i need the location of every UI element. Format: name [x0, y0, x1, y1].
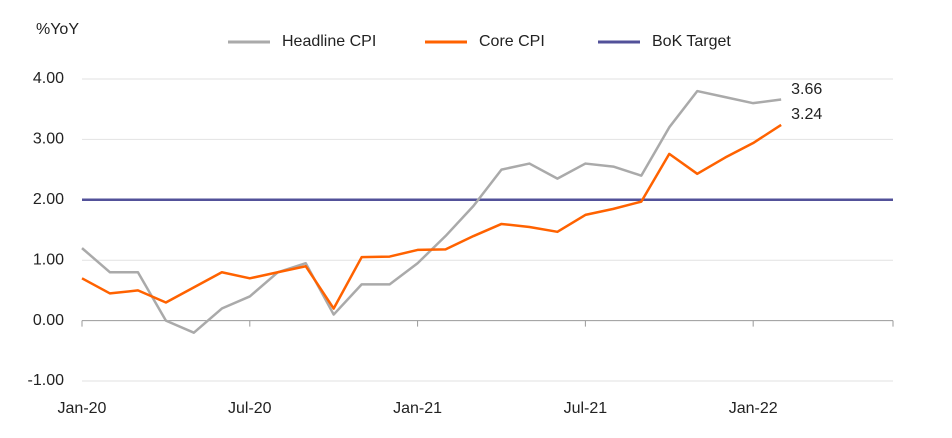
legend-label: Core CPI: [479, 33, 545, 50]
x-tick-label: Jan-20: [58, 400, 107, 417]
legend-label: BoK Target: [652, 33, 731, 50]
series-line: [81, 123, 782, 310]
y-tick-label: 2.00: [33, 191, 64, 208]
y-tick-label: 3.00: [33, 131, 64, 148]
x-tick-label: Jan-21: [393, 400, 442, 417]
x-tick-label: Jul-21: [564, 400, 608, 417]
value-label: 3.24: [791, 106, 822, 123]
legend-label: Headline CPI: [282, 33, 376, 50]
y-tick-label: 0.00: [33, 312, 64, 329]
y-axis-label: %YoY: [36, 21, 79, 38]
y-tick-label: -1.00: [28, 372, 65, 389]
x-tick-label: Jan-22: [729, 400, 778, 417]
y-tick-label: 4.00: [33, 70, 64, 87]
x-tick-label: Jul-20: [228, 400, 272, 417]
y-tick-label: 1.00: [33, 251, 64, 268]
series-line: [81, 89, 782, 334]
value-label: 3.66: [791, 81, 822, 98]
